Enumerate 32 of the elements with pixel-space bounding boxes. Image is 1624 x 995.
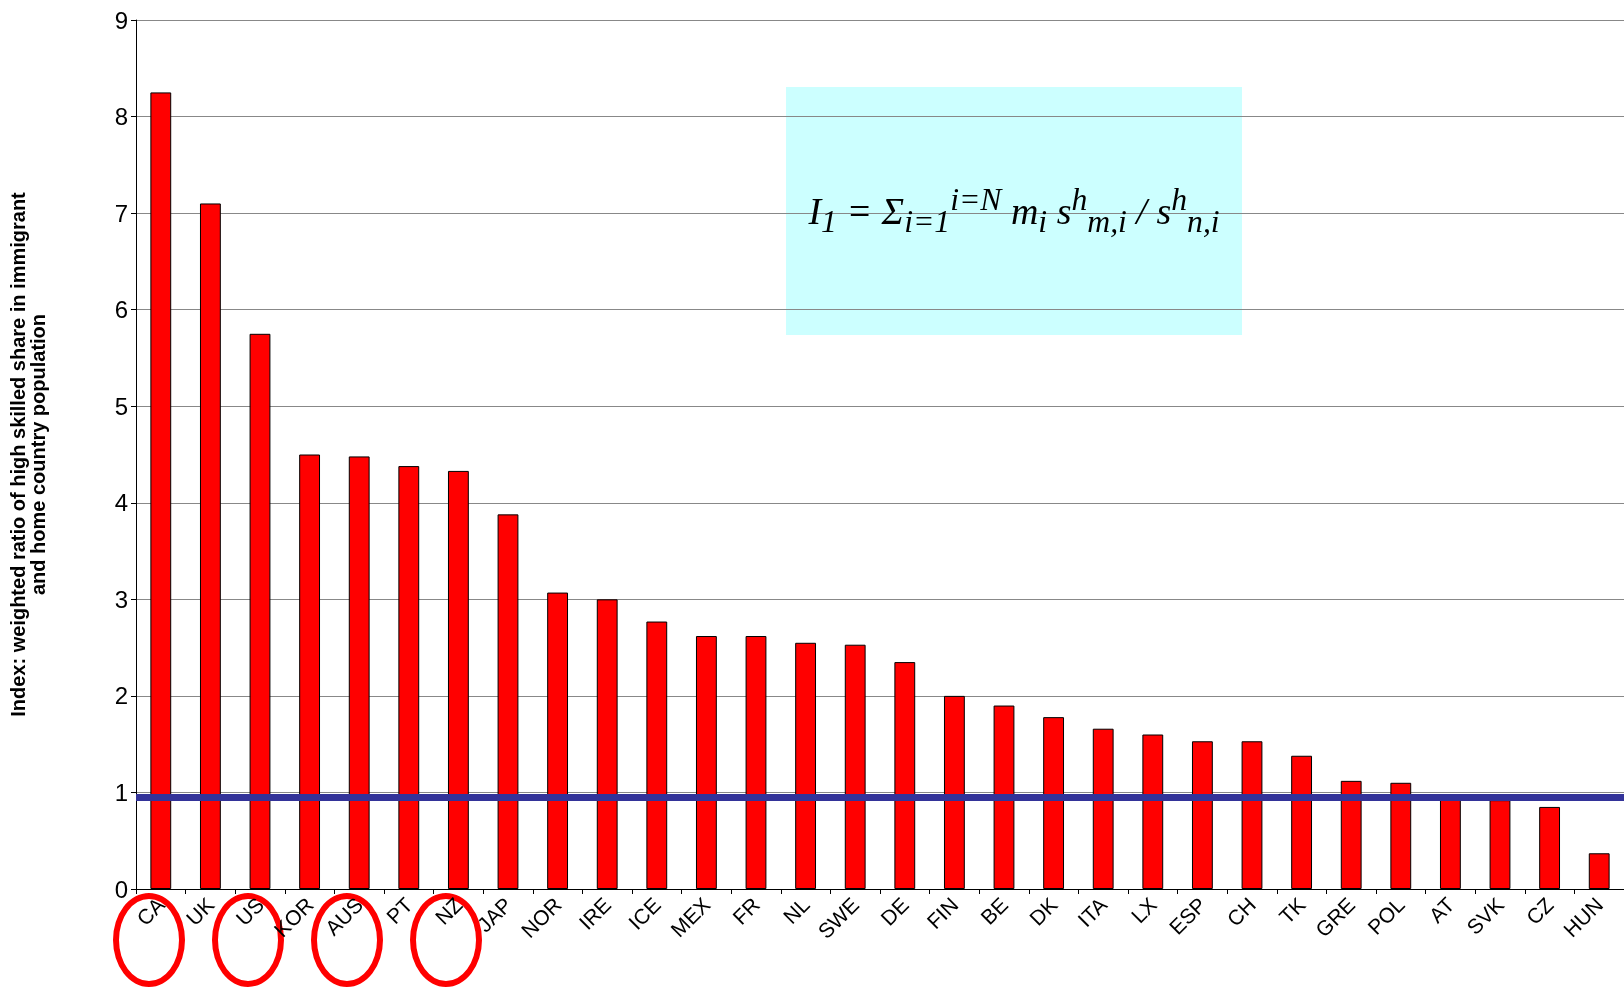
x-tick-label: POL — [1362, 892, 1409, 939]
x-tick-label: CZ — [1521, 892, 1558, 929]
x-tick-label: NL — [778, 892, 814, 929]
x-tick-label: CA — [132, 892, 169, 930]
x-tick-label: PT — [381, 892, 418, 929]
x-tick-label: FR — [728, 892, 765, 929]
x-tick-label: UK — [181, 892, 219, 930]
x-tick-label: AT — [1424, 892, 1459, 927]
x-tick-label: IRE — [574, 892, 616, 934]
y-tick-label: 1 — [114, 778, 128, 806]
x-tick-label: LX — [1126, 892, 1161, 928]
x-tick-label: ITA — [1073, 892, 1112, 932]
y-tick-label: 5 — [114, 392, 128, 420]
x-tick-label: DE — [876, 892, 913, 930]
x-tick-label: NZ — [430, 892, 467, 929]
y-axis-title: Index: weighted ratio of high skilled share in immigrant and home country population — [7, 191, 49, 717]
x-tick-label: JAP — [472, 892, 517, 937]
y-tick-label: 0 — [114, 875, 128, 903]
y-tick-label: 7 — [114, 199, 128, 227]
y-tick-label: 6 — [114, 296, 128, 324]
x-tick-label: ICE — [623, 892, 665, 934]
y-tick-label: 8 — [114, 103, 128, 131]
y-tick-label: 4 — [114, 489, 128, 517]
y-tick-label: 2 — [114, 682, 128, 710]
y-tick-label: 3 — [114, 585, 128, 613]
y-tick-label: 9 — [114, 6, 128, 34]
x-tick-label: DK — [1024, 892, 1062, 930]
x-tick-label: TK — [1274, 892, 1310, 929]
x-tick-label: FIN — [922, 892, 963, 934]
x-tick-label: BE — [976, 892, 1013, 929]
x-tick-label: US — [231, 892, 269, 930]
x-tick-label: CH — [1222, 892, 1261, 931]
